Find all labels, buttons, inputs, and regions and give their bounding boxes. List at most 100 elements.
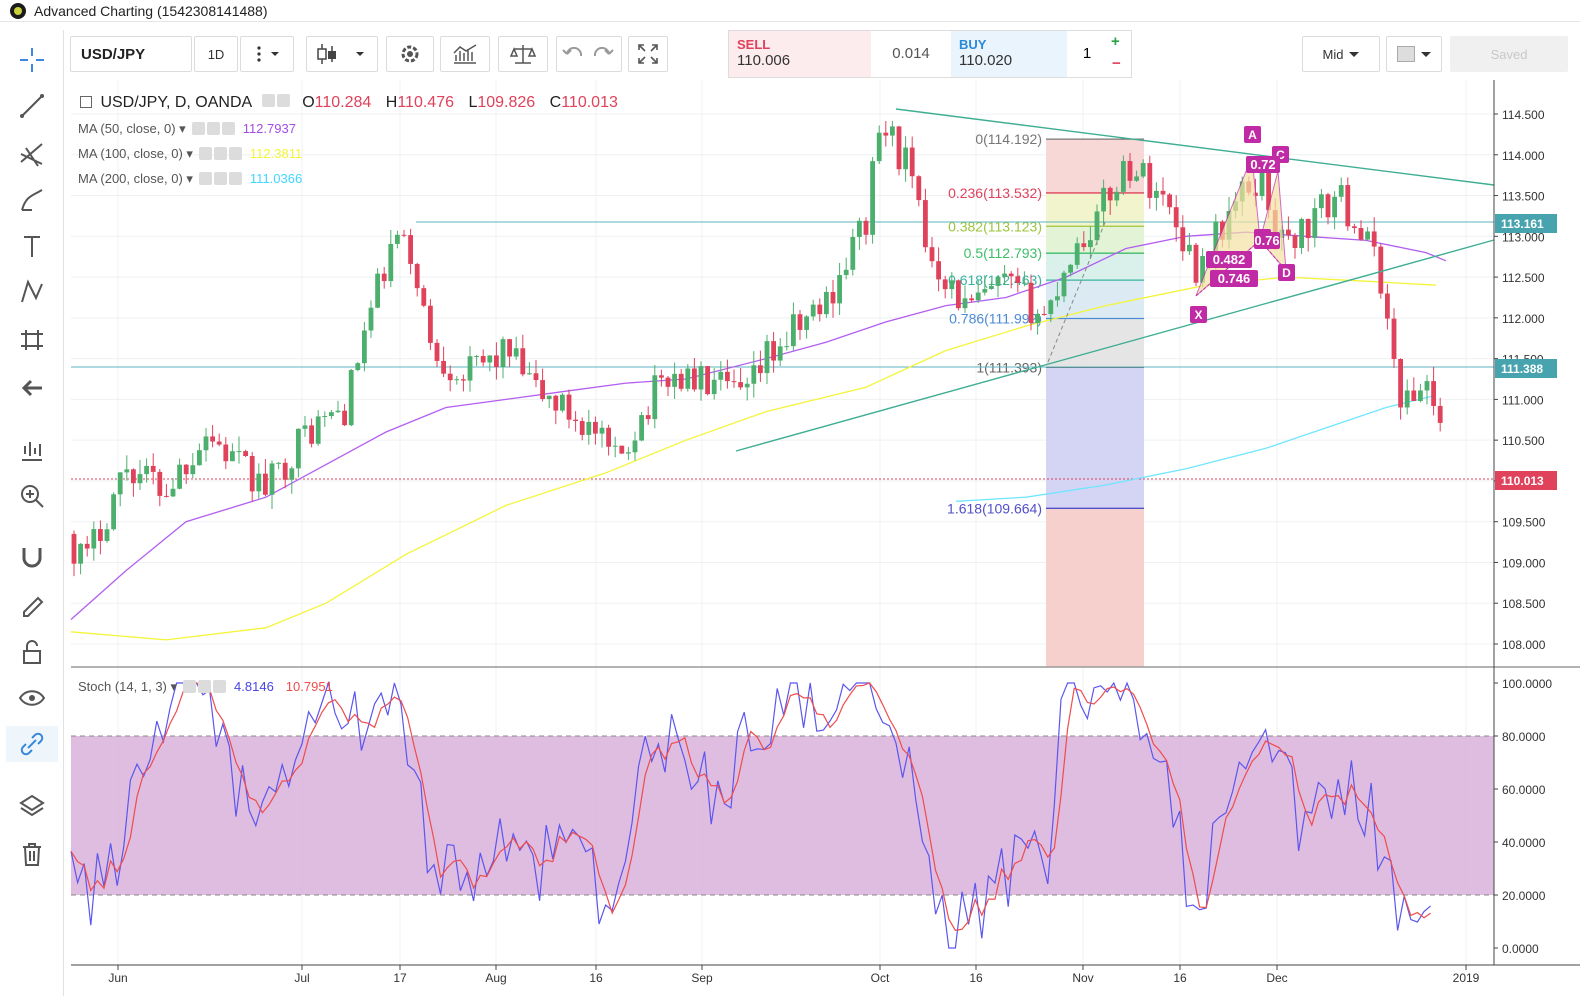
candle-body: [612, 445, 618, 447]
harmonic-point-label: X: [1194, 308, 1202, 322]
candle-body: [1299, 218, 1304, 248]
chart-area[interactable]: 0(114.192) 0.236(113.532) 0.382(113.123) 0.…: [66, 80, 1580, 995]
candle-body: [645, 415, 651, 420]
trendline-upper: [895, 108, 1495, 186]
forecast-icon[interactable]: [14, 432, 50, 468]
ma100-label: MA (100, close, 0): [78, 146, 183, 161]
candle-body: [817, 304, 823, 315]
settings-button[interactable]: [386, 36, 434, 72]
candle-body: [144, 465, 149, 475]
candle-body: [599, 427, 605, 434]
candle-body: [441, 360, 446, 374]
zoom-icon[interactable]: [14, 478, 50, 514]
stoch-actions-icon[interactable]: [183, 679, 228, 696]
ma100-actions-icon[interactable]: [198, 146, 244, 163]
stoch-d-value: 10.7951: [285, 679, 333, 694]
fullscreen-button[interactable]: [628, 36, 668, 72]
trend-line-icon[interactable]: [14, 88, 50, 124]
candle-body: [685, 368, 691, 389]
candle-body: [1048, 300, 1054, 315]
ma200-actions-icon[interactable]: [198, 171, 244, 188]
candle-body: [421, 288, 427, 306]
measure-icon[interactable]: [14, 322, 50, 358]
candle-body: [1081, 243, 1087, 248]
quantity-plus-button[interactable]: +: [1111, 33, 1120, 50]
candle-body: [1437, 405, 1443, 423]
harmonic-ratio-badge: [1246, 156, 1280, 173]
chart-type-button[interactable]: [306, 36, 378, 72]
candle-body: [1022, 282, 1027, 284]
candle-body: [1319, 194, 1324, 209]
unlock-icon[interactable]: [14, 634, 50, 670]
price-axis-label: 110.500: [1502, 434, 1545, 448]
harmonic-ratio-badge: [1210, 270, 1258, 287]
candle-body: [1173, 207, 1179, 228]
price-tag-current: 110.013: [1495, 471, 1557, 490]
candle-body: [1385, 293, 1390, 319]
candle-body: [698, 366, 704, 390]
chart-canvas[interactable]: 0(114.192) 0.236(113.532) 0.382(113.123) 0.…: [66, 80, 1580, 990]
sell-button[interactable]: SELL 110.006: [729, 31, 871, 77]
pattern-icon[interactable]: [14, 274, 50, 310]
eye-icon[interactable]: [14, 680, 50, 716]
candle-body: [381, 273, 387, 282]
harmonic-ratio-badge: [1206, 251, 1252, 268]
candle-body: [962, 298, 968, 309]
quantity-minus-button[interactable]: −: [1112, 55, 1121, 72]
magnet-icon[interactable]: [14, 538, 50, 574]
candle-body: [784, 346, 790, 348]
collapse-legend-icon[interactable]: [80, 96, 92, 109]
gear-icon: [401, 45, 419, 63]
trash-icon[interactable]: [14, 836, 50, 872]
legend-actions-icon[interactable]: [261, 94, 292, 112]
candle-body: [1035, 313, 1040, 323]
saved-button[interactable]: Saved: [1450, 36, 1568, 72]
symbol-search[interactable]: USD/JPY: [70, 36, 192, 72]
high-label: H: [385, 94, 398, 112]
candle-body: [1404, 390, 1410, 408]
candle-body: [177, 464, 182, 489]
harmonic-point-badge: [1278, 264, 1295, 281]
buy-button[interactable]: BUY 110.020: [951, 31, 1067, 77]
color-theme-dropdown[interactable]: [1386, 36, 1442, 72]
harmonic-point-badge: [1244, 126, 1261, 143]
compare-button[interactable]: [498, 36, 548, 72]
quantity-input[interactable]: 1: [1082, 45, 1092, 62]
brush-icon[interactable]: [14, 182, 50, 218]
back-arrow-icon[interactable]: [14, 370, 50, 406]
candle-body: [857, 220, 862, 237]
pitchfork-icon[interactable]: [14, 136, 50, 172]
indicators-button[interactable]: [440, 36, 490, 72]
candle-body: [1094, 211, 1100, 241]
candle-body: [896, 126, 902, 170]
undo-icon[interactable]: [562, 46, 583, 57]
interval-dropdown[interactable]: [240, 36, 294, 72]
ma50-actions-icon[interactable]: [191, 121, 237, 138]
redo-icon[interactable]: [593, 46, 614, 57]
price-mode-label: Mid: [1322, 46, 1344, 62]
candle-body: [1371, 231, 1377, 247]
harmonic-ratio-label: 0.76: [1254, 233, 1279, 248]
fib-zone: [1046, 253, 1144, 281]
candle-body: [1325, 194, 1331, 218]
main-legend: USD/JPY, D, OANDA O110.284 H110.476 L109…: [80, 94, 618, 112]
text-tool-icon[interactable]: [14, 228, 50, 264]
candle-body: [593, 421, 598, 434]
candle-body: [1358, 228, 1364, 240]
price-mode-dropdown[interactable]: Mid: [1302, 36, 1380, 72]
fib-zone-extension: [1046, 367, 1144, 509]
candle-body: [830, 292, 836, 304]
candle-body: [513, 348, 519, 357]
lock-drawing-icon[interactable]: [14, 586, 50, 622]
interval-button[interactable]: 1D: [194, 36, 238, 72]
price-axis-label: 114.500: [1502, 108, 1545, 122]
candle-body: [639, 415, 644, 441]
ma200-legend: MA (200, close, 0) ▾ 111.0366: [78, 171, 303, 188]
layers-icon[interactable]: [14, 788, 50, 824]
crosshair-icon[interactable]: [14, 42, 50, 78]
candle-body: [738, 382, 743, 388]
candle-body: [1411, 390, 1417, 401]
main-series-title: USD/JPY, D, OANDA: [100, 94, 252, 112]
link-icon[interactable]: [6, 726, 58, 762]
spread-value: 0.014: [892, 45, 930, 62]
